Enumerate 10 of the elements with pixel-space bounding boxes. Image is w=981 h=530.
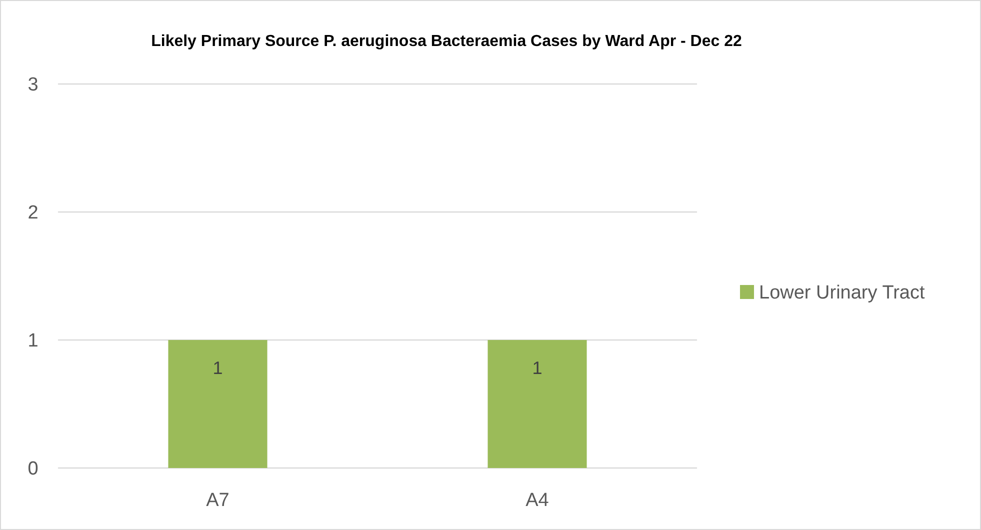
x-tick-label: A4 [526, 490, 550, 511]
data-label: 1 [212, 358, 223, 378]
y-tick-label: 0 [28, 458, 38, 480]
legend-label: Lower Urinary Tract [759, 282, 926, 304]
x-tick-label: A7 [206, 490, 230, 511]
y-tick-label: 2 [28, 202, 38, 224]
chart-title: Likely Primary Source P. aeruginosa Bacteraemia Cases by Ward Apr - Dec 22 [151, 33, 742, 50]
y-tick-label: 1 [28, 330, 38, 352]
y-tick-label: 3 [28, 74, 38, 96]
data-label: 1 [532, 358, 542, 378]
